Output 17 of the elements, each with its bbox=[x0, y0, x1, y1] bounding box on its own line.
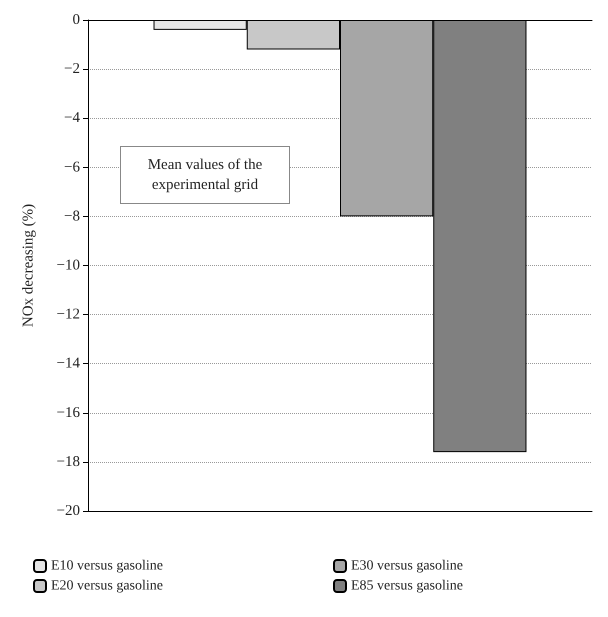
legend-label: E85 versus gasoline bbox=[351, 578, 463, 594]
y-axis-title: NOx decreasing (%) bbox=[20, 204, 36, 328]
y-tick-label: −2 bbox=[64, 61, 80, 78]
y-tick-label: −10 bbox=[56, 258, 80, 274]
y-tick-label: −12 bbox=[56, 306, 80, 323]
legend-label: E10 versus gasoline bbox=[51, 558, 163, 574]
y-tick-label: −16 bbox=[56, 404, 80, 421]
y-tick-label: −14 bbox=[56, 356, 80, 372]
legend-label: E20 versus gasoline bbox=[51, 578, 163, 594]
y-tick-label: −20 bbox=[56, 503, 80, 519]
y-tick-label: −18 bbox=[56, 454, 80, 470]
note-box: Mean values of the experimental grid bbox=[120, 146, 290, 204]
y-tick-label: −8 bbox=[64, 208, 80, 224]
y-tick-label: 0 bbox=[72, 12, 80, 28]
y-tick-label: −6 bbox=[64, 159, 80, 176]
y-tick-label: −4 bbox=[64, 110, 80, 126]
legend-label: E30 versus gasoline bbox=[351, 558, 463, 574]
